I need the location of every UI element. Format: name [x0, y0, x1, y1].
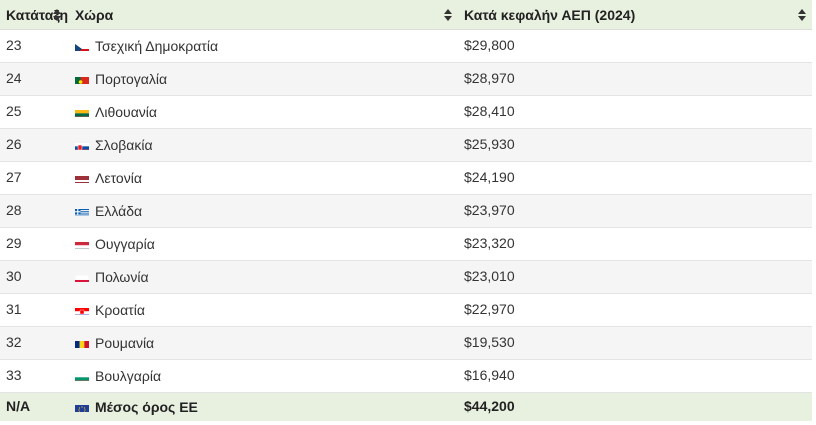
rank-cell: 25 [6, 103, 22, 119]
rank-cell: 32 [6, 334, 22, 350]
sort-icon[interactable] [53, 8, 61, 21]
gdp-cell: $44,200 [464, 398, 515, 414]
table-header: Κατάταξη Χώρα Κατά κεφαλήν ΑΕΠ (2024) [0, 0, 812, 30]
gdp-cell: $24,190 [464, 169, 515, 185]
country-cell: Ελλάδα [95, 203, 143, 219]
rank-cell: 29 [6, 235, 22, 251]
slovakia-flag-icon [75, 140, 89, 150]
gdp-cell: $28,970 [464, 70, 515, 86]
table-row: 30 Πολωνία $23,010 [0, 261, 812, 294]
country-cell: Μέσος όρος ΕΕ [95, 399, 198, 415]
sort-icon[interactable] [798, 8, 806, 21]
gdp-header-label: Κατά κεφαλήν ΑΕΠ (2024) [464, 6, 636, 23]
table-row: 24 Πορτογαλία $28,970 [0, 63, 812, 96]
table-row: 32 Ρουμανία $19,530 [0, 327, 812, 360]
poland-flag-icon [75, 272, 89, 282]
rank-cell: 30 [6, 268, 22, 284]
country-cell: Λετονία [95, 170, 142, 186]
gdp-cell: $23,320 [464, 235, 515, 251]
gdp-cell: $23,970 [464, 202, 515, 218]
gdp-cell: $22,970 [464, 301, 515, 317]
country-cell: Ουγγαρία [95, 236, 155, 252]
croatia-flag-icon [75, 305, 89, 315]
portugal-flag-icon [75, 74, 89, 84]
rank-cell: 27 [6, 169, 22, 185]
gdp-cell: $28,410 [464, 103, 515, 119]
table-row: 33 Βουλγαρία $16,940 [0, 360, 812, 393]
sort-icon[interactable] [444, 8, 452, 21]
rank-cell: 23 [6, 37, 22, 53]
country-cell: Τσεχική Δημοκρατία [95, 38, 219, 54]
bulgaria-flag-icon [75, 371, 89, 381]
rank-header-label: Κατάταξη [6, 6, 69, 23]
eu-flag-icon [75, 402, 89, 412]
country-cell: Βουλγαρία [95, 368, 162, 384]
rank-cell: 33 [6, 367, 22, 383]
rank-cell: 28 [6, 202, 22, 218]
gdp-cell: $25,930 [464, 136, 515, 152]
romania-flag-icon [75, 338, 89, 348]
table-row: 27 Λετονία $24,190 [0, 162, 812, 195]
country-header-label: Χώρα [75, 6, 114, 23]
latvia-flag-icon [75, 173, 89, 183]
rank-cell: N/A [6, 398, 31, 414]
country-cell: Κροατία [95, 302, 145, 318]
rank-cell: 26 [6, 136, 22, 152]
table-row: 31 Κροατία $22,970 [0, 294, 812, 327]
country-cell: Ρουμανία [95, 335, 155, 351]
rank-column-header[interactable]: Κατάταξη [0, 7, 69, 23]
country-cell: Πορτογαλία [95, 71, 168, 87]
gdp-cell: $19,530 [464, 334, 515, 350]
greece-flag-icon [75, 206, 89, 216]
table-row: 23 Τσεχική Δημοκρατία $29,800 [0, 30, 812, 63]
rank-cell: 31 [6, 301, 22, 317]
gdp-cell: $23,010 [464, 268, 515, 284]
eu-average-row: N/A Μέσος όρος ΕΕ $44,200 [0, 393, 812, 421]
country-cell: Σλοβακία [95, 137, 153, 153]
country-cell: Πολωνία [95, 269, 149, 285]
czech-flag-icon [75, 41, 89, 51]
table-row: 28 Ελλάδα $23,970 [0, 195, 812, 228]
hungary-flag-icon [75, 239, 89, 249]
table-row: 25 Λιθουανία $28,410 [0, 96, 812, 129]
country-column-header[interactable]: Χώρα [69, 7, 458, 23]
table-row: 26 Σλοβακία $25,930 [0, 129, 812, 162]
gdp-cell: $16,940 [464, 367, 515, 383]
lithuania-flag-icon [75, 107, 89, 117]
rank-cell: 24 [6, 70, 22, 86]
country-cell: Λιθουανία [95, 104, 157, 120]
gdp-cell: $29,800 [464, 37, 515, 53]
gdp-column-header[interactable]: Κατά κεφαλήν ΑΕΠ (2024) [458, 7, 812, 23]
table-row: 29 Ουγγαρία $23,320 [0, 228, 812, 261]
